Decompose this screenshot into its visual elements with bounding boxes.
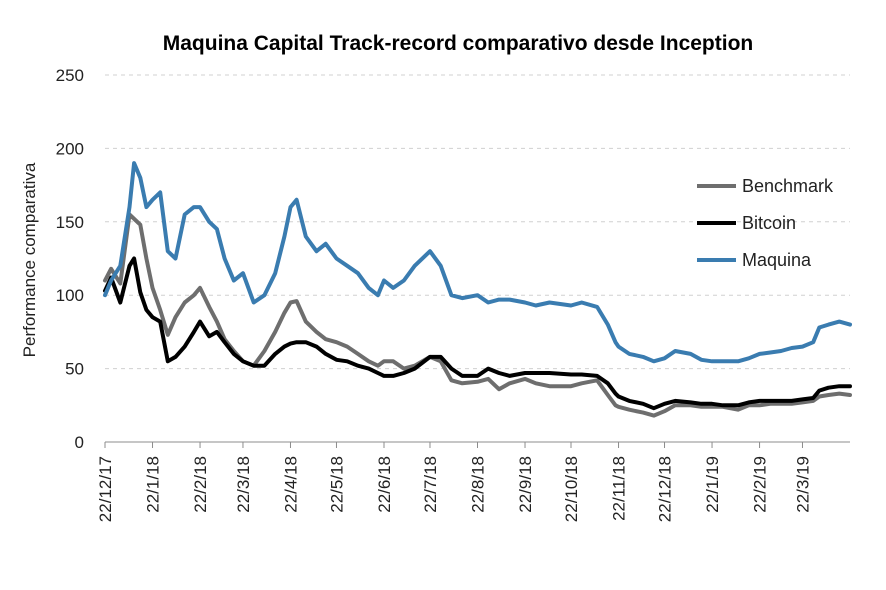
x-tick-label: 22/2/18: [191, 456, 210, 513]
y-axis: 0 50 100 150 200 250: [56, 66, 84, 452]
x-tick-label: 22/3/19: [793, 456, 812, 513]
y-tick-label: 100: [56, 286, 84, 305]
x-tick-label: 22/9/18: [516, 456, 535, 513]
x-tick-label: 22/3/18: [234, 456, 253, 513]
series-line-benchmark: [103, 212, 852, 418]
x-tick-label: 22/1/19: [703, 456, 722, 513]
x-axis: 22/12/17 22/1/18 22/2/18 22/3/18 22/4/18 22/5…: [96, 441, 850, 522]
series-line-maquina: [103, 161, 852, 364]
x-tick-label: 22/6/18: [375, 456, 394, 513]
x-tick-label: 22/7/18: [421, 456, 440, 513]
x-tick-label: 22/1/18: [144, 456, 163, 513]
y-axis-label: Performance comparativa: [20, 162, 39, 357]
x-tick-label: 22/2/19: [751, 456, 770, 513]
plot-area: [103, 161, 852, 418]
x-tick-label: 22/4/18: [281, 456, 300, 513]
chart-title: Maquina Capital Track-record comparativo…: [163, 32, 753, 55]
legend-label: Benchmark: [742, 176, 834, 196]
x-tick-label: 22/12/17: [96, 456, 115, 522]
x-tick-label: 22/10/18: [562, 456, 581, 522]
y-tick-label: 0: [75, 433, 84, 452]
y-tick-label: 200: [56, 139, 84, 158]
legend-label: Bitcoin: [742, 213, 796, 233]
y-tick-label: 150: [56, 213, 84, 232]
x-tick-label: 22/11/18: [610, 456, 629, 521]
x-tick-label: 22/8/18: [469, 456, 488, 513]
x-tick-label: 22/5/18: [327, 456, 346, 513]
y-tick-label: 250: [56, 66, 84, 85]
series-line-bitcoin: [103, 256, 852, 411]
y-tick-label: 50: [65, 360, 84, 379]
x-tick-label: 22/12/18: [656, 456, 675, 522]
legend-label: Maquina: [742, 250, 812, 270]
legend: Benchmark Bitcoin Maquina: [697, 176, 834, 270]
